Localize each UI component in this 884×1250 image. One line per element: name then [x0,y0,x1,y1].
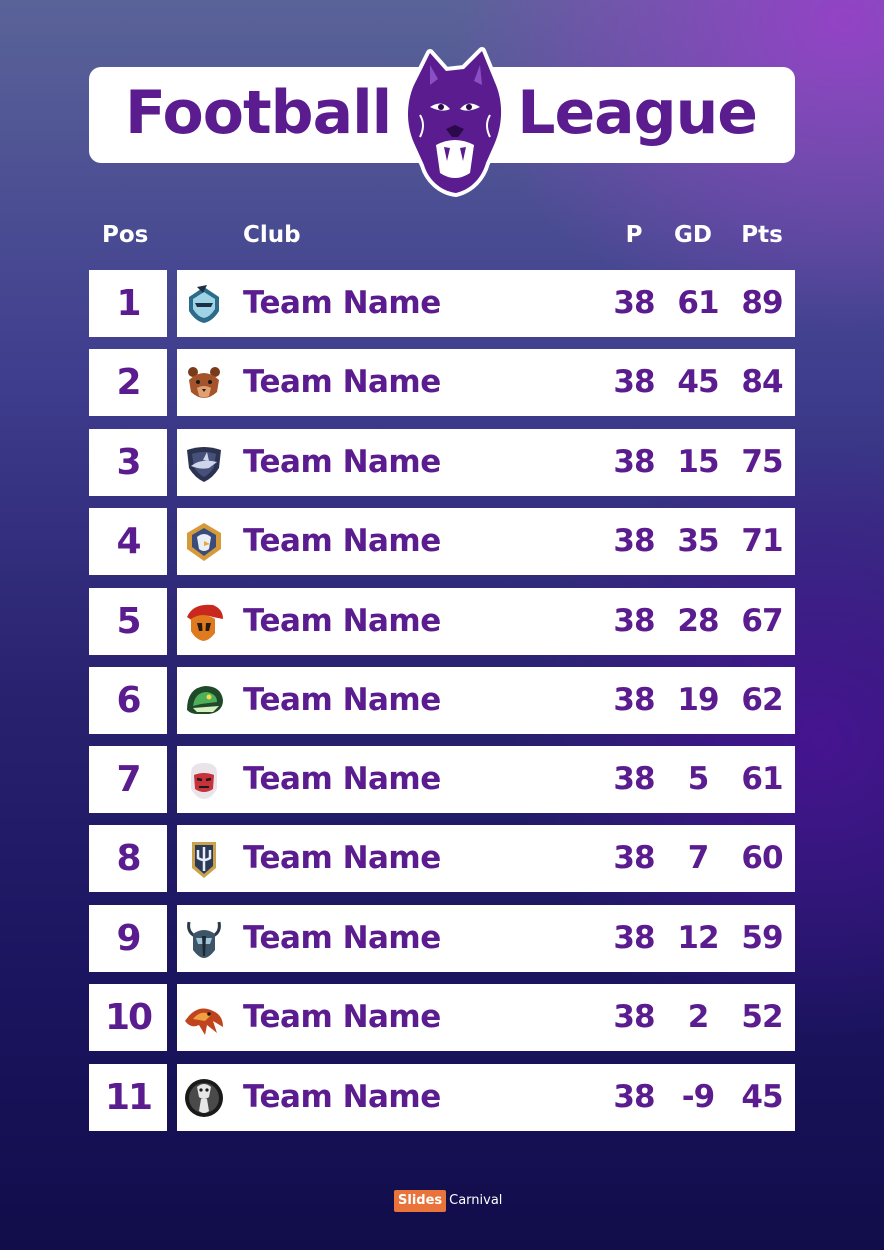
played-value: 38 [613,603,655,639]
title-right-word: League [517,78,758,148]
played-value: 38 [613,999,655,1035]
played-value: 38 [613,761,655,797]
played-value: 38 [613,444,655,480]
position-cell: 8 [89,825,167,892]
table-row: Team Name 38 7 60 [177,825,795,892]
position-cell: 2 [89,349,167,416]
panther-head-icon [404,47,505,197]
points-value: 84 [741,364,783,400]
position-cell: 7 [89,746,167,813]
position-cell: 3 [89,429,167,496]
goal-difference-value: 45 [677,364,719,400]
viking-helmet-icon [187,921,221,958]
goal-difference-value: -9 [681,1079,715,1115]
team-name: Team Name [243,761,441,797]
team-name: Team Name [243,920,441,956]
goal-difference-value: 5 [687,761,710,797]
position-cell: 1 [89,270,167,337]
goal-difference-value: 15 [677,444,719,480]
brand-logo-part2: Carnival [449,1193,503,1208]
team-name: Team Name [243,999,441,1035]
team-name: Team Name [243,444,441,480]
spartan-helmet-icon [187,604,223,641]
title-left-word: Football [125,78,392,148]
goal-difference-value: 7 [687,840,710,876]
team-name: Team Name [243,523,441,559]
points-value: 75 [741,444,783,480]
table-row: Team Name 38 12 59 [177,905,795,972]
points-value: 71 [741,523,783,559]
table-row: Team Name 38 15 75 [177,429,795,496]
points-value: 62 [741,682,783,718]
table-row: Team Name 38 45 84 [177,349,795,416]
position-cell: 6 [89,667,167,734]
header-gd: GD [674,222,712,248]
header-pts: Pts [741,222,783,248]
table-row: Team Name 38 19 62 [177,667,795,734]
played-value: 38 [613,523,655,559]
header-pos: Pos [102,222,149,248]
team-name: Team Name [243,1079,441,1115]
team-name: Team Name [243,840,441,876]
table-row: Team Name 38 -9 45 [177,1064,795,1131]
bear-head-icon [188,367,220,398]
table-row: Team Name 38 5 61 [177,746,795,813]
goal-difference-value: 12 [677,920,719,956]
brand-logo-part1: Slides [394,1190,447,1212]
points-value: 67 [741,603,783,639]
played-value: 38 [613,920,655,956]
position-cell: 10 [89,984,167,1051]
points-value: 61 [741,761,783,797]
points-value: 52 [741,999,783,1035]
brand-logo: Slides Carnival [394,1190,502,1212]
table-row: Team Name 38 2 52 [177,984,795,1051]
points-value: 59 [741,920,783,956]
position-cell: 9 [89,905,167,972]
table-row: Team Name 38 35 71 [177,508,795,575]
header-club: Club [243,222,301,248]
trident-shield-icon [192,842,216,878]
played-value: 38 [613,285,655,321]
table-row: Team Name 38 61 89 [177,270,795,337]
position-cell: 11 [89,1064,167,1131]
goal-difference-value: 2 [687,999,710,1035]
header-p: P [625,222,643,248]
team-name: Team Name [243,285,441,321]
knight-helmet-icon [189,285,219,323]
snake-head-icon [187,686,223,714]
points-value: 60 [741,840,783,876]
position-cell: 4 [89,508,167,575]
phoenix-icon [185,1008,223,1035]
goal-difference-value: 28 [677,603,719,639]
points-value: 89 [741,285,783,321]
team-name: Team Name [243,364,441,400]
table-row: Team Name 38 28 67 [177,588,795,655]
shark-shield-icon [187,447,221,482]
warrior-face-icon [191,763,217,799]
played-value: 38 [613,1079,655,1115]
played-value: 38 [613,364,655,400]
eagle-shield-icon [187,523,221,561]
cobra-badge-icon [185,1079,223,1117]
points-value: 45 [741,1079,783,1115]
position-cell: 5 [89,588,167,655]
goal-difference-value: 19 [677,682,719,718]
played-value: 38 [613,682,655,718]
team-name: Team Name [243,682,441,718]
played-value: 38 [613,840,655,876]
goal-difference-value: 61 [677,285,719,321]
goal-difference-value: 35 [677,523,719,559]
team-name: Team Name [243,603,441,639]
